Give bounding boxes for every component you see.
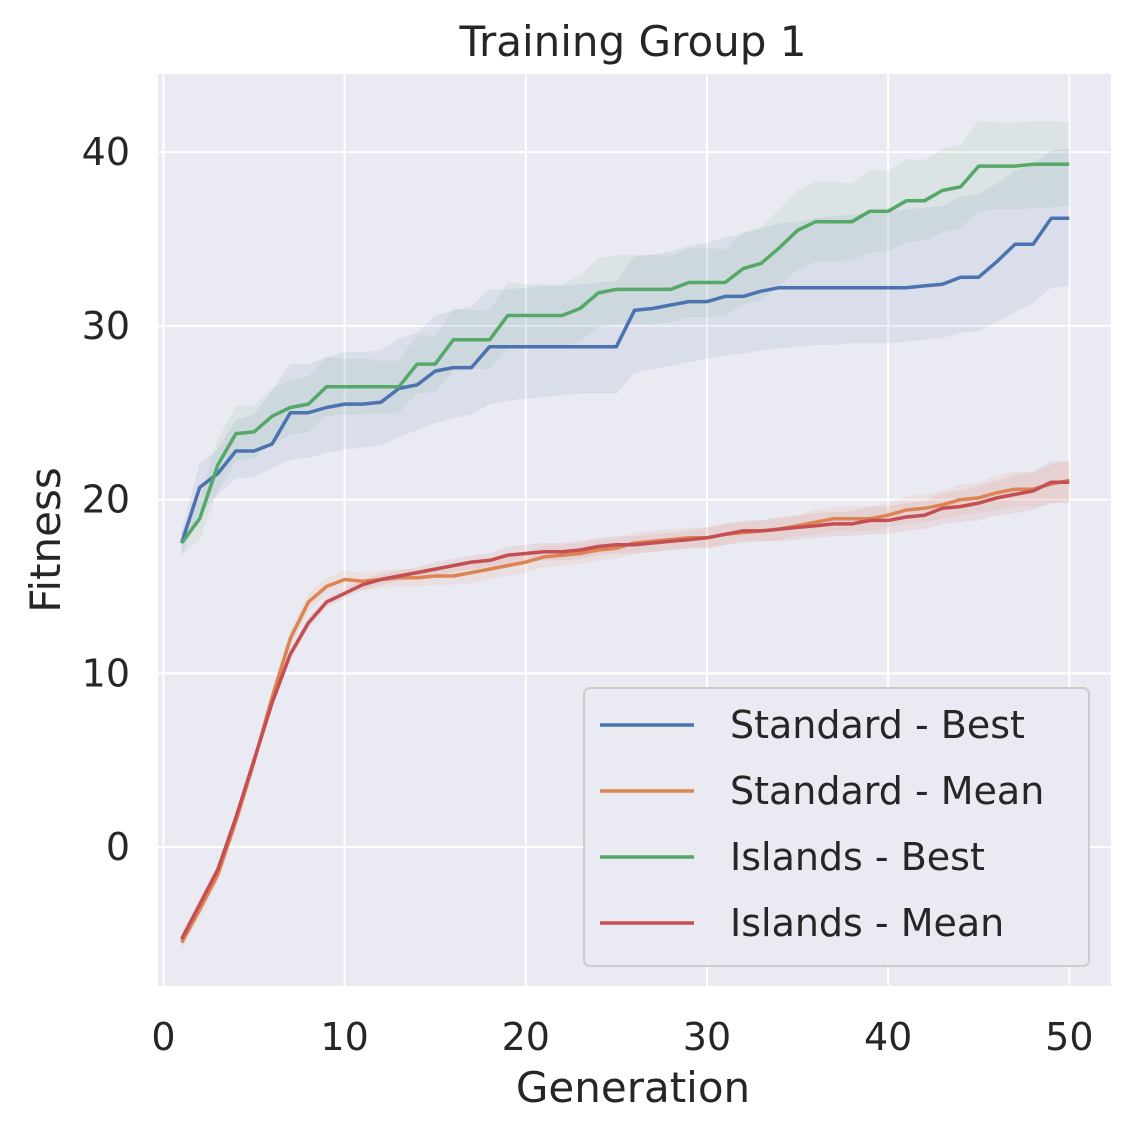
grid-lines <box>158 74 1111 986</box>
y-tick-label: 0 <box>106 825 130 869</box>
legend-entry-standard-mean: Standard - Mean <box>730 769 1044 813</box>
y-axis-ticks: 0 10 20 30 40 <box>82 130 130 869</box>
y-tick-label: 10 <box>82 651 130 695</box>
x-axis-label: Generation <box>516 1063 750 1112</box>
islands-mean-band <box>181 461 1070 945</box>
islands-best-band <box>181 120 1070 556</box>
x-axis-ticks: 0 10 20 30 40 50 <box>151 1015 1093 1059</box>
y-tick-label: 30 <box>82 304 130 348</box>
x-tick-label: 30 <box>683 1015 731 1059</box>
y-tick-label: 40 <box>82 130 130 174</box>
legend-entry-islands-best: Islands - Best <box>730 835 985 879</box>
chart-title: Training Group 1 <box>458 17 806 66</box>
islands-best-line <box>180 162 1070 545</box>
islands-mean-line <box>180 480 1070 940</box>
x-tick-label: 50 <box>1045 1015 1093 1059</box>
confidence-bands <box>181 120 1070 950</box>
standard-mean-band <box>181 459 1070 950</box>
legend-entry-islands-mean: Islands - Mean <box>730 901 1004 945</box>
x-tick-label: 20 <box>502 1015 550 1059</box>
x-tick-label: 0 <box>151 1015 175 1059</box>
standard-best-line <box>179 216 1070 544</box>
standard-best-band <box>181 148 1070 556</box>
y-axis-label: Fitness <box>21 467 70 612</box>
legend-box <box>583 687 1090 967</box>
legend-entry-standard-best: Standard - Best <box>730 703 1025 747</box>
x-tick-label: 40 <box>864 1015 912 1059</box>
y-tick-label: 20 <box>82 478 130 522</box>
legend: Standard - Best Standard - Mean Islands - … <box>583 687 1090 967</box>
x-tick-label: 10 <box>320 1015 368 1059</box>
series-lines <box>179 162 1070 944</box>
